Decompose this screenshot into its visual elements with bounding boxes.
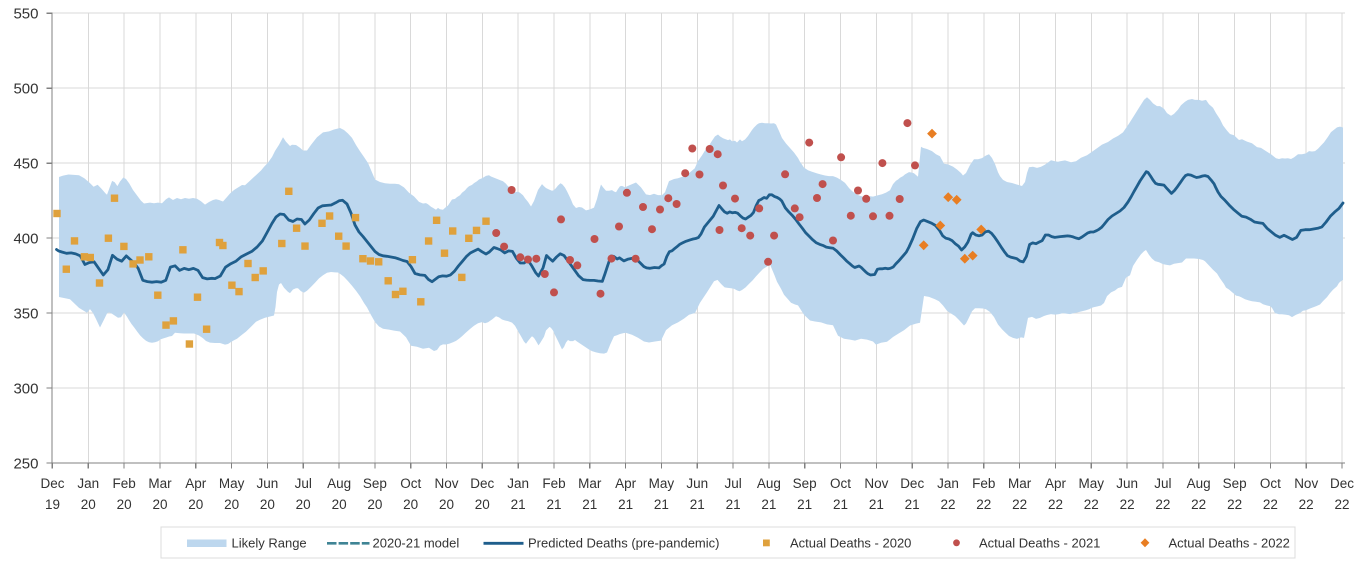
svg-text:20: 20 xyxy=(152,497,167,512)
svg-text:22: 22 xyxy=(1299,497,1314,512)
svg-text:Oct: Oct xyxy=(1260,476,1281,491)
svg-text:May: May xyxy=(1079,476,1105,491)
svg-text:Jun: Jun xyxy=(686,476,708,491)
svg-text:Dec: Dec xyxy=(900,476,924,491)
svg-text:Jul: Jul xyxy=(724,476,741,491)
svg-text:300: 300 xyxy=(13,380,38,397)
svg-text:19: 19 xyxy=(45,497,60,512)
svg-text:Oct: Oct xyxy=(400,476,421,491)
svg-text:22: 22 xyxy=(1084,497,1099,512)
svg-text:550: 550 xyxy=(13,5,38,22)
svg-text:Jan: Jan xyxy=(507,476,529,491)
svg-text:21: 21 xyxy=(690,497,705,512)
svg-text:Oct: Oct xyxy=(830,476,851,491)
svg-text:22: 22 xyxy=(940,497,955,512)
svg-text:21: 21 xyxy=(905,497,920,512)
svg-text:Sep: Sep xyxy=(1223,476,1247,491)
svg-text:Sep: Sep xyxy=(363,476,387,491)
svg-text:250: 250 xyxy=(13,455,38,472)
svg-text:Dec: Dec xyxy=(470,476,494,491)
svg-text:Jul: Jul xyxy=(295,476,312,491)
svg-text:20: 20 xyxy=(439,497,454,512)
svg-text:Sep: Sep xyxy=(793,476,817,491)
svg-text:May: May xyxy=(649,476,675,491)
svg-text:500: 500 xyxy=(13,80,38,97)
svg-text:20: 20 xyxy=(475,497,490,512)
svg-text:20: 20 xyxy=(367,497,382,512)
svg-text:Actual Deaths - 2020: Actual Deaths - 2020 xyxy=(790,536,911,551)
svg-text:350: 350 xyxy=(13,305,38,322)
svg-text:22: 22 xyxy=(976,497,991,512)
svg-text:22: 22 xyxy=(1227,497,1242,512)
svg-text:Dec: Dec xyxy=(1330,476,1354,491)
svg-text:Aug: Aug xyxy=(1187,476,1211,491)
svg-text:Jan: Jan xyxy=(937,476,959,491)
svg-text:Jun: Jun xyxy=(1116,476,1138,491)
svg-text:20: 20 xyxy=(224,497,239,512)
svg-text:Apr: Apr xyxy=(185,476,207,491)
svg-text:21: 21 xyxy=(618,497,633,512)
svg-text:400: 400 xyxy=(13,230,38,247)
svg-text:21: 21 xyxy=(546,497,561,512)
svg-text:Jun: Jun xyxy=(257,476,279,491)
svg-text:21: 21 xyxy=(833,497,848,512)
svg-text:20: 20 xyxy=(260,497,275,512)
svg-text:Feb: Feb xyxy=(112,476,135,491)
svg-text:20: 20 xyxy=(188,497,203,512)
svg-text:Mar: Mar xyxy=(148,476,172,491)
svg-text:21: 21 xyxy=(654,497,669,512)
svg-text:450: 450 xyxy=(13,155,38,172)
svg-text:22: 22 xyxy=(1048,497,1063,512)
svg-text:22: 22 xyxy=(1334,497,1349,512)
svg-text:20: 20 xyxy=(117,497,132,512)
svg-text:May: May xyxy=(219,476,245,491)
svg-text:Predicted Deaths (pre-pandemic: Predicted Deaths (pre-pandemic) xyxy=(528,536,719,551)
svg-text:21: 21 xyxy=(582,497,597,512)
svg-text:21: 21 xyxy=(761,497,776,512)
svg-text:Actual Deaths - 2021: Actual Deaths - 2021 xyxy=(979,536,1100,551)
svg-text:21: 21 xyxy=(797,497,812,512)
svg-text:20: 20 xyxy=(81,497,96,512)
svg-text:Nov: Nov xyxy=(434,476,458,491)
svg-text:21: 21 xyxy=(869,497,884,512)
svg-text:22: 22 xyxy=(1155,497,1170,512)
svg-text:Feb: Feb xyxy=(972,476,995,491)
svg-text:22: 22 xyxy=(1012,497,1027,512)
svg-text:Aug: Aug xyxy=(327,476,351,491)
svg-text:22: 22 xyxy=(1120,497,1135,512)
svg-text:Jul: Jul xyxy=(1154,476,1171,491)
svg-text:Actual Deaths - 2022: Actual Deaths - 2022 xyxy=(1169,536,1290,551)
svg-text:22: 22 xyxy=(1263,497,1278,512)
svg-text:Likely Range: Likely Range xyxy=(232,536,307,551)
svg-text:Nov: Nov xyxy=(864,476,888,491)
svg-text:Apr: Apr xyxy=(1045,476,1067,491)
svg-text:2020-21 model: 2020-21 model xyxy=(373,536,460,551)
svg-text:Dec: Dec xyxy=(40,476,64,491)
svg-text:Mar: Mar xyxy=(578,476,602,491)
svg-text:20: 20 xyxy=(296,497,311,512)
svg-text:Mar: Mar xyxy=(1008,476,1032,491)
svg-text:Nov: Nov xyxy=(1294,476,1318,491)
svg-text:20: 20 xyxy=(403,497,418,512)
svg-text:Jan: Jan xyxy=(77,476,99,491)
svg-text:21: 21 xyxy=(726,497,741,512)
svg-text:Aug: Aug xyxy=(757,476,781,491)
svg-text:Feb: Feb xyxy=(542,476,565,491)
svg-text:21: 21 xyxy=(511,497,526,512)
svg-text:22: 22 xyxy=(1191,497,1206,512)
svg-text:20: 20 xyxy=(332,497,347,512)
svg-text:Apr: Apr xyxy=(615,476,637,491)
